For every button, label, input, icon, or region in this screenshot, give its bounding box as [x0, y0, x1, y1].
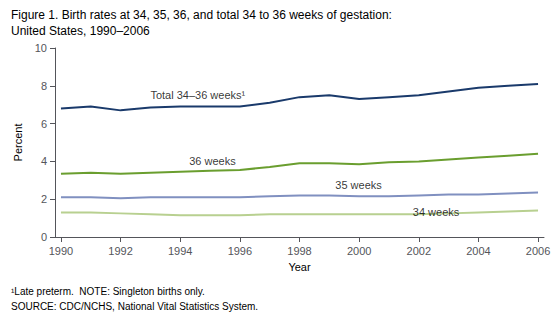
svg-text:2006: 2006 — [526, 245, 550, 257]
svg-text:1998: 1998 — [287, 245, 311, 257]
svg-text:Year: Year — [288, 261, 311, 273]
svg-text:35 weeks: 35 weeks — [335, 179, 382, 191]
svg-text:8: 8 — [41, 80, 47, 92]
svg-text:10: 10 — [35, 42, 47, 54]
svg-text:1990: 1990 — [49, 245, 73, 257]
svg-text:2004: 2004 — [466, 245, 490, 257]
svg-text:Figure 1. Birth rates at 34, 3: Figure 1. Birth rates at 34, 35, 36, and… — [11, 8, 392, 22]
svg-text:1996: 1996 — [228, 245, 252, 257]
svg-text:Total 34–36 weeks¹: Total 34–36 weeks¹ — [150, 89, 245, 101]
svg-text:2000: 2000 — [347, 245, 371, 257]
svg-text:2002: 2002 — [407, 245, 431, 257]
svg-text:36 weeks: 36 weeks — [189, 155, 236, 167]
svg-text:SOURCE: CDC/NCHS, National Vit: SOURCE: CDC/NCHS, National Vital Statist… — [11, 301, 258, 312]
svg-text:0: 0 — [41, 231, 47, 243]
svg-text:1992: 1992 — [108, 245, 132, 257]
svg-text:2: 2 — [41, 193, 47, 205]
svg-text:4: 4 — [41, 155, 47, 167]
svg-text:¹Late preterm. NOTE: Singleto: ¹Late preterm. NOTE: Singleton births on… — [11, 286, 205, 297]
svg-text:6: 6 — [41, 118, 47, 130]
svg-text:Percent: Percent — [12, 124, 24, 162]
svg-text:1994: 1994 — [168, 245, 192, 257]
svg-text:34 weeks: 34 weeks — [413, 206, 460, 218]
svg-text:United States, 1990–2006: United States, 1990–2006 — [11, 24, 150, 38]
